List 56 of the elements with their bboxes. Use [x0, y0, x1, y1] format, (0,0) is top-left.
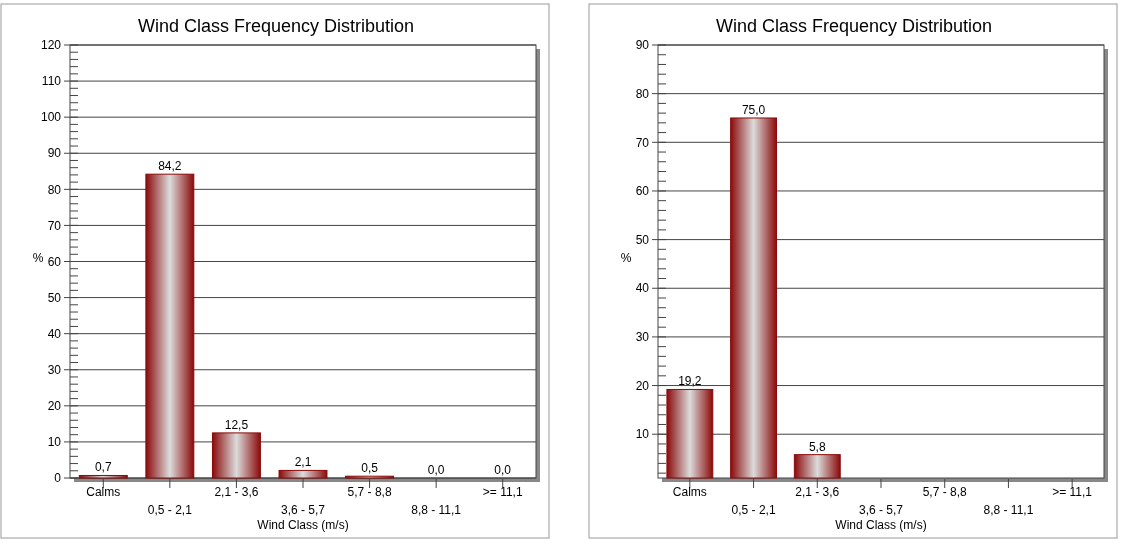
data-label: 84,2 — [158, 159, 182, 174]
data-label: 0,0 — [427, 463, 445, 477]
data-label: 5,8 — [808, 439, 826, 454]
y-axis-title: % — [620, 250, 632, 265]
y-tick-label: 80 — [47, 182, 62, 197]
bar — [78, 474, 128, 479]
y-tick-label: 40 — [635, 281, 650, 296]
data-label: 75,0 — [741, 102, 766, 117]
data-label: 0,7 — [94, 460, 112, 475]
data-label: 2,1 — [294, 455, 312, 470]
y-tick-label: 10 — [47, 435, 62, 450]
y-tick-label: 20 — [47, 399, 62, 414]
x-tick-label: 3,6 - 5,7 — [280, 503, 326, 517]
y-tick-label: 110 — [41, 74, 62, 89]
y-tick-label: 80 — [635, 86, 650, 101]
data-label: 12,5 — [224, 417, 249, 432]
y-tick-label: 30 — [635, 330, 650, 345]
x-tick-label: >= 11,1 — [1052, 485, 1093, 499]
x-tick-label: Calms — [86, 485, 121, 499]
y-axis-title: % — [32, 250, 44, 265]
x-tick-label: 5,7 - 8,8 — [347, 485, 392, 499]
bar — [211, 432, 261, 479]
x-tick-label: 8,8 - 11,1 — [411, 503, 462, 517]
x-tick-label: 5,7 - 8,8 — [922, 485, 968, 499]
x-axis-title: Wind Class (m/s) — [257, 518, 349, 532]
y-tick-label: 60 — [47, 254, 62, 269]
y-tick-label: 20 — [635, 378, 650, 393]
y-tick-label: 10 — [635, 427, 650, 442]
y-tick-label: 40 — [47, 326, 62, 341]
x-tick-label: 2,1 - 3,6 — [795, 485, 840, 499]
y-tick-label: 90 — [47, 146, 62, 161]
y-tick-label: 30 — [47, 362, 62, 377]
x-tick-label: Calms — [672, 485, 707, 499]
x-tick-label: 0,5 - 2,1 — [731, 503, 776, 517]
chart-title: Wind Class Frequency Distribution — [715, 16, 993, 36]
bar — [145, 173, 195, 479]
x-tick-label: 8,8 - 11,1 — [983, 503, 1034, 517]
data-label: 0,0 — [494, 463, 512, 477]
y-tick-label: 50 — [635, 232, 650, 247]
y-tick-label: 50 — [47, 290, 62, 305]
x-tick-label: 0,5 - 2,1 — [147, 503, 193, 517]
data-label: 0,5 — [361, 461, 379, 476]
x-tick-label: 2,1 - 3,6 — [214, 485, 259, 499]
y-tick-label: 70 — [47, 218, 62, 233]
data-label: 19,2 — [678, 374, 702, 389]
y-tick-label: 100 — [40, 110, 62, 125]
y-tick-label: 70 — [635, 135, 650, 150]
bar — [278, 469, 328, 479]
chart-title: Wind Class Frequency Distribution — [137, 16, 415, 36]
x-tick-label: >= 11,1 — [482, 485, 523, 499]
y-tick-label: 60 — [635, 184, 650, 199]
y-tick-label: 120 — [40, 38, 62, 53]
y-tick-label: 0 — [54, 471, 62, 486]
x-axis-title: Wind Class (m/s) — [835, 518, 927, 532]
y-tick-label: 90 — [635, 38, 650, 53]
x-tick-label: 3,6 - 5,7 — [858, 503, 904, 517]
